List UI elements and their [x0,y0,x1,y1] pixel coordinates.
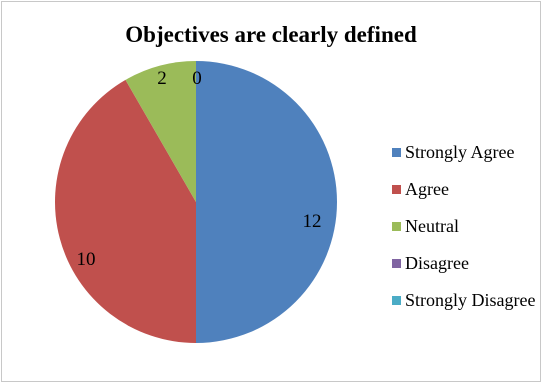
legend-label: Strongly Agree [405,142,515,162]
legend-label: Neutral [405,216,459,236]
pie-data-labels: 12 10 2 0 [77,68,322,270]
data-label-strongly-agree: 12 [303,211,322,232]
legend-swatch [392,259,401,268]
data-label-disagree: 0 [192,68,202,89]
data-label-agree: 10 [77,249,96,270]
pie-slice-agree [55,79,197,344]
legend-item-strongly-disagree: Strongly Disagree [392,282,535,319]
legend-label: Strongly Disagree [405,290,536,310]
legend-swatch [392,296,401,305]
legend-item-neutral: Neutral [392,208,535,245]
pie-slice-neutral [125,61,196,202]
legend-label: Agree [405,179,449,199]
legend-swatch [392,222,401,231]
legend-label: Disagree [405,253,469,273]
legend-item-strongly-agree: Strongly Agree [392,134,535,171]
legend-item-disagree: Disagree [392,245,535,282]
pie-slice-strongly-agree [196,61,337,343]
pie-slices [55,61,337,344]
legend-item-agree: Agree [392,171,535,208]
legend-swatch [392,148,401,157]
chart-legend: Strongly Agree Agree Neutral Disagree St… [392,134,535,319]
legend-swatch [392,185,401,194]
chart-title: Objectives are clearly defined [125,22,417,47]
data-label-neutral: 2 [157,68,167,89]
